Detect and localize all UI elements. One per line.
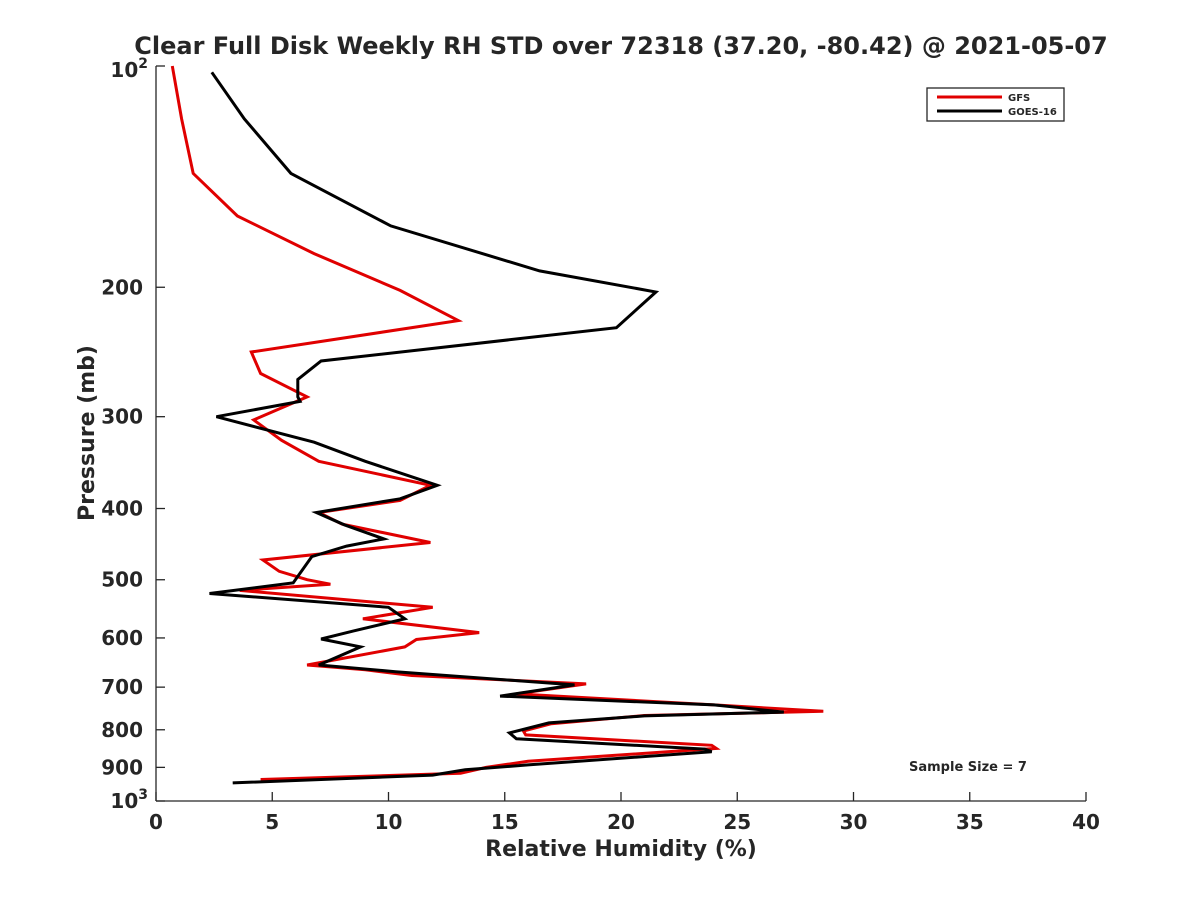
y-tick-label: 200 <box>101 275 143 299</box>
y-tick-exponent: 2 <box>138 56 148 72</box>
legend: GFS GOES-16 <box>926 87 1065 122</box>
plot-area: 0 5 10 15 20 25 30 35 40 10220030040050060070080… <box>101 56 1100 834</box>
series-line-goes-16 <box>209 71 784 785</box>
y-tick-label: 900 <box>101 755 143 779</box>
x-tick-label: 30 <box>840 810 868 834</box>
x-tick-label: 15 <box>491 810 519 834</box>
x-tick-label: 10 <box>375 810 403 834</box>
series-lines <box>170 65 824 785</box>
x-tick-label: 35 <box>956 810 984 834</box>
x-axis-label: Relative Humidity (%) <box>485 837 757 862</box>
y-tick-label-power: 103 <box>110 787 148 813</box>
x-tick-label: 40 <box>1072 810 1100 834</box>
y-tick-label: 400 <box>101 497 143 521</box>
y-tick-label-power: 102 <box>110 56 148 82</box>
y-tick-label: 700 <box>101 675 143 699</box>
y-tick-base: 10 <box>110 789 138 813</box>
x-tick-label: 25 <box>723 810 751 834</box>
y-tick-label: 600 <box>101 626 143 650</box>
series-line-gfs <box>170 65 824 781</box>
chart-title: Clear Full Disk Weekly RH STD over 72318… <box>134 32 1107 60</box>
y-tick-exponent: 3 <box>138 787 148 803</box>
x-tick-label: 0 <box>149 810 163 834</box>
x-tick-label: 20 <box>607 810 635 834</box>
legend-box <box>926 87 1065 122</box>
sample-size-annotation: Sample Size = 7 <box>909 760 1027 775</box>
y-tick-base: 10 <box>110 58 138 82</box>
x-ticks: 0 5 10 15 20 25 30 35 40 <box>149 792 1100 834</box>
y-tick-label: 300 <box>101 405 143 429</box>
legend-label-gfs: GFS <box>1008 93 1030 104</box>
y-axis-label: Pressure (mb) <box>75 345 100 521</box>
x-tick-label: 5 <box>265 810 279 834</box>
y-tick-label: 800 <box>101 718 143 742</box>
legend-label-goes-16: GOES-16 <box>1008 107 1057 118</box>
y-tick-label: 500 <box>101 568 143 592</box>
